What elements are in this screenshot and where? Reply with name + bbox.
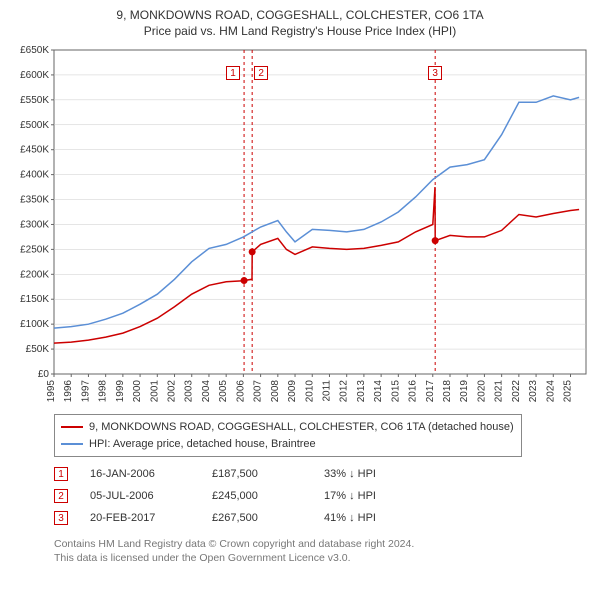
- svg-text:2021: 2021: [494, 380, 505, 403]
- svg-text:2012: 2012: [339, 380, 350, 403]
- transactions-table: 1 16-JAN-2006 £187,500 33% ↓ HPI 2 05-JUL-200…: [54, 463, 590, 529]
- svg-text:1997: 1997: [80, 380, 91, 403]
- svg-text:£450K: £450K: [20, 145, 49, 156]
- svg-text:2018: 2018: [442, 380, 453, 403]
- svg-text:2007: 2007: [253, 380, 264, 403]
- chart-container: 9, MONKDOWNS ROAD, COGGESHALL, COLCHESTE…: [0, 0, 600, 590]
- transaction-marker-2: 2: [254, 66, 268, 80]
- svg-text:1999: 1999: [115, 380, 126, 403]
- svg-text:£0: £0: [38, 369, 50, 380]
- footnote-line1: Contains HM Land Registry data © Crown c…: [54, 537, 590, 551]
- svg-text:£250K: £250K: [20, 244, 49, 255]
- svg-text:£300K: £300K: [20, 219, 49, 230]
- svg-text:2015: 2015: [390, 380, 401, 403]
- transaction-row: 2 05-JUL-2006 £245,000 17% ↓ HPI: [54, 485, 590, 507]
- transaction-price: £267,500: [212, 512, 302, 524]
- svg-text:£500K: £500K: [20, 120, 49, 131]
- svg-text:2020: 2020: [476, 380, 487, 403]
- svg-text:£650K: £650K: [20, 45, 49, 56]
- svg-text:2010: 2010: [304, 380, 315, 403]
- transaction-date: 05-JUL-2006: [90, 490, 190, 502]
- svg-text:2022: 2022: [511, 380, 522, 403]
- transaction-marker-1: 1: [226, 66, 240, 80]
- transaction-row: 1 16-JAN-2006 £187,500 33% ↓ HPI: [54, 463, 590, 485]
- svg-text:1995: 1995: [46, 380, 57, 403]
- chart-title-line2: Price paid vs. HM Land Registry's House …: [10, 24, 590, 38]
- svg-text:£50K: £50K: [26, 344, 50, 355]
- transaction-price: £245,000: [212, 490, 302, 502]
- legend-label: HPI: Average price, detached house, Brai…: [89, 436, 316, 453]
- legend-row-1: HPI: Average price, detached house, Brai…: [61, 436, 515, 453]
- svg-text:2008: 2008: [270, 380, 281, 403]
- transaction-index: 3: [54, 511, 68, 525]
- svg-text:2003: 2003: [184, 380, 195, 403]
- svg-text:2011: 2011: [321, 380, 332, 402]
- legend-swatch: [61, 426, 83, 428]
- svg-text:2019: 2019: [459, 380, 470, 403]
- svg-text:2025: 2025: [563, 380, 574, 403]
- svg-text:2024: 2024: [545, 380, 556, 403]
- svg-text:2005: 2005: [218, 380, 229, 403]
- svg-text:£100K: £100K: [20, 319, 49, 330]
- footnote: Contains HM Land Registry data © Crown c…: [54, 537, 590, 565]
- legend-box: 9, MONKDOWNS ROAD, COGGESHALL, COLCHESTE…: [54, 414, 522, 457]
- transaction-index: 1: [54, 467, 68, 481]
- svg-text:£400K: £400K: [20, 170, 49, 181]
- transaction-row: 3 20-FEB-2017 £267,500 41% ↓ HPI: [54, 507, 590, 529]
- transaction-date: 20-FEB-2017: [90, 512, 190, 524]
- transaction-diff: 17% ↓ HPI: [324, 490, 414, 502]
- svg-text:£200K: £200K: [20, 269, 49, 280]
- svg-text:2023: 2023: [528, 380, 539, 403]
- svg-text:£350K: £350K: [20, 195, 49, 206]
- svg-text:2016: 2016: [408, 380, 419, 403]
- svg-text:2014: 2014: [373, 380, 384, 403]
- transaction-marker-3: 3: [428, 66, 442, 80]
- chart-title-line1: 9, MONKDOWNS ROAD, COGGESHALL, COLCHESTE…: [10, 8, 590, 22]
- svg-text:2013: 2013: [356, 380, 367, 403]
- legend-label: 9, MONKDOWNS ROAD, COGGESHALL, COLCHESTE…: [89, 419, 514, 436]
- svg-text:2017: 2017: [425, 380, 436, 403]
- legend-swatch: [61, 443, 83, 445]
- svg-text:£550K: £550K: [20, 95, 49, 106]
- svg-text:2000: 2000: [132, 380, 143, 403]
- transaction-index: 2: [54, 489, 68, 503]
- svg-text:2001: 2001: [149, 380, 160, 403]
- svg-text:2009: 2009: [287, 380, 298, 403]
- svg-text:1996: 1996: [63, 380, 74, 403]
- transaction-diff: 33% ↓ HPI: [324, 468, 414, 480]
- svg-text:2002: 2002: [167, 380, 178, 403]
- transaction-date: 16-JAN-2006: [90, 468, 190, 480]
- footnote-line2: This data is licensed under the Open Gov…: [54, 551, 590, 565]
- legend-row-0: 9, MONKDOWNS ROAD, COGGESHALL, COLCHESTE…: [61, 419, 515, 436]
- transaction-diff: 41% ↓ HPI: [324, 512, 414, 524]
- svg-text:£600K: £600K: [20, 70, 49, 81]
- transaction-price: £187,500: [212, 468, 302, 480]
- svg-text:2004: 2004: [201, 380, 212, 403]
- svg-text:£150K: £150K: [20, 294, 49, 305]
- svg-text:1998: 1998: [98, 380, 109, 403]
- chart-plot-area: £0 £50K £100K £150K £200K £250K £300K £350K £400…: [10, 44, 590, 404]
- chart-svg: £0 £50K £100K £150K £200K £250K £300K £350K £400…: [10, 44, 590, 404]
- svg-text:2006: 2006: [235, 380, 246, 403]
